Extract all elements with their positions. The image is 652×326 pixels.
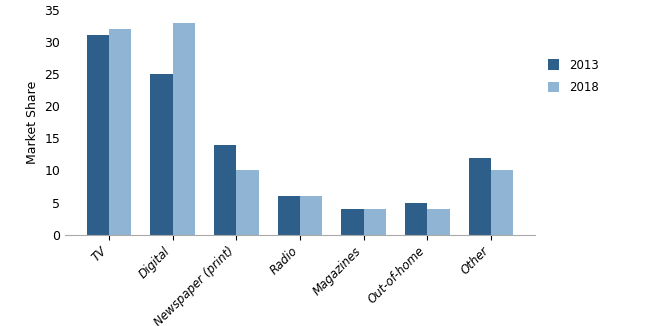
Bar — [214, 145, 236, 235]
Bar — [300, 196, 322, 235]
Bar — [342, 209, 364, 235]
Bar — [427, 209, 450, 235]
Bar — [469, 157, 491, 235]
Legend: 2013, 2018: 2013, 2018 — [545, 56, 601, 96]
Bar — [87, 36, 109, 235]
Y-axis label: Market Share: Market Share — [26, 81, 39, 164]
Bar — [173, 22, 195, 235]
Bar — [405, 202, 427, 235]
Bar — [491, 170, 513, 235]
Bar — [364, 209, 386, 235]
Bar — [109, 29, 131, 235]
Bar — [278, 196, 300, 235]
Bar — [236, 170, 258, 235]
Bar — [150, 74, 173, 235]
